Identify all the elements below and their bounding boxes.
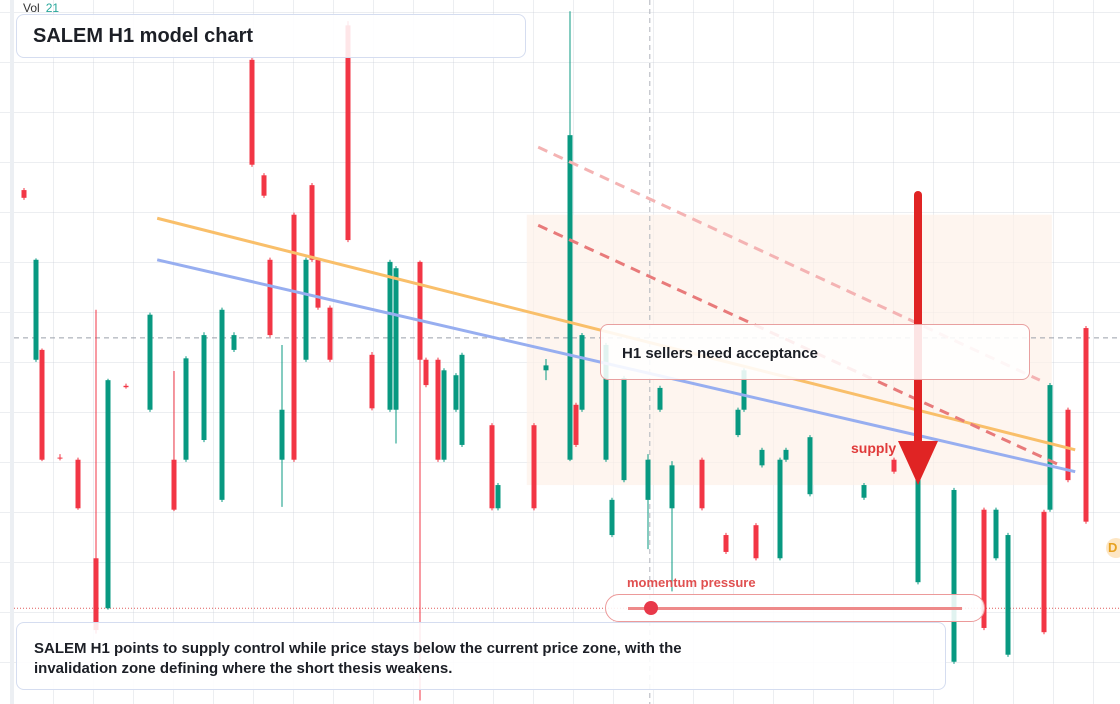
candle-body	[543, 365, 549, 371]
candle-body	[861, 485, 867, 498]
candle-body	[315, 259, 321, 308]
candle-body	[657, 387, 663, 410]
candle-body	[219, 309, 225, 500]
candle-body	[1047, 385, 1053, 510]
candle-body	[459, 354, 465, 445]
volume-legend: Vol 21	[23, 1, 59, 15]
badge[interactable]: D	[1106, 538, 1120, 558]
candle-body	[603, 344, 609, 460]
candle-body	[417, 261, 423, 360]
candle-body	[279, 409, 285, 460]
volume-label: Vol	[23, 1, 40, 15]
candle-body	[183, 358, 189, 460]
candle-body	[75, 459, 81, 509]
candle-body	[531, 425, 537, 509]
candle-body	[291, 214, 297, 460]
candle-body	[699, 459, 705, 509]
candle-body	[435, 359, 441, 460]
candle-body	[807, 437, 813, 495]
candle-body	[567, 135, 573, 460]
candle-body	[1005, 535, 1011, 655]
candle-body	[303, 259, 309, 360]
slider-track	[628, 607, 962, 610]
candle-body	[387, 261, 393, 410]
candle-body	[147, 314, 153, 410]
candle-body	[777, 459, 783, 559]
arrow-head	[898, 441, 938, 486]
candle-body	[393, 268, 399, 410]
candle-body	[993, 509, 999, 559]
candle-body	[645, 459, 651, 500]
candle-body	[621, 378, 627, 481]
candle-body	[105, 380, 111, 609]
candle-body	[891, 459, 897, 472]
candle-body	[171, 459, 177, 510]
supply-label: supply	[851, 440, 897, 456]
candle-body	[579, 335, 585, 410]
candle-body	[489, 425, 495, 509]
callout: H1 sellers need acceptance	[600, 324, 1030, 380]
chart-title: SALEM H1 model chart	[16, 14, 526, 58]
candle-body	[309, 185, 315, 260]
candle-body	[735, 409, 741, 436]
candle-body	[231, 335, 237, 350]
candle-body	[423, 359, 429, 386]
candle-body	[495, 485, 501, 509]
candle-body	[93, 558, 99, 631]
candle-body	[753, 525, 759, 559]
candle-body	[21, 190, 27, 198]
candle-body	[123, 385, 129, 388]
candle-body	[1083, 328, 1089, 522]
momentum-slider[interactable]	[605, 594, 985, 622]
candle-body	[609, 499, 615, 536]
candle-body	[741, 370, 747, 410]
candle-body	[453, 375, 459, 410]
slider-handle[interactable]	[644, 601, 658, 615]
candle-body	[723, 535, 729, 552]
candle-body	[327, 307, 333, 360]
candle-body	[759, 449, 765, 466]
candle-body	[33, 259, 39, 360]
candle-body	[981, 509, 987, 628]
note: SALEM H1 points to supply control while …	[16, 622, 946, 690]
candle-body	[951, 489, 957, 662]
candle-body	[1041, 511, 1047, 633]
candle-body	[783, 449, 789, 460]
trend-line	[537, 223, 1061, 467]
candle-body	[369, 354, 375, 409]
candle-body	[669, 465, 675, 509]
candle-body	[267, 259, 273, 336]
candle-body	[345, 25, 351, 241]
candle-body	[915, 440, 921, 583]
candle-body	[573, 404, 579, 445]
candle-body	[261, 175, 267, 196]
candle-body	[201, 335, 207, 440]
candle-body	[249, 59, 255, 165]
candle-body	[441, 370, 447, 460]
candle-body	[57, 457, 63, 459]
note-text: SALEM H1 points to supply control while …	[34, 640, 682, 677]
momentum-label: momentum pressure	[627, 575, 756, 590]
candle-body	[1065, 409, 1071, 481]
volume-value: 21	[45, 1, 60, 15]
candle-body	[39, 349, 45, 460]
scroll-edge	[10, 0, 14, 704]
